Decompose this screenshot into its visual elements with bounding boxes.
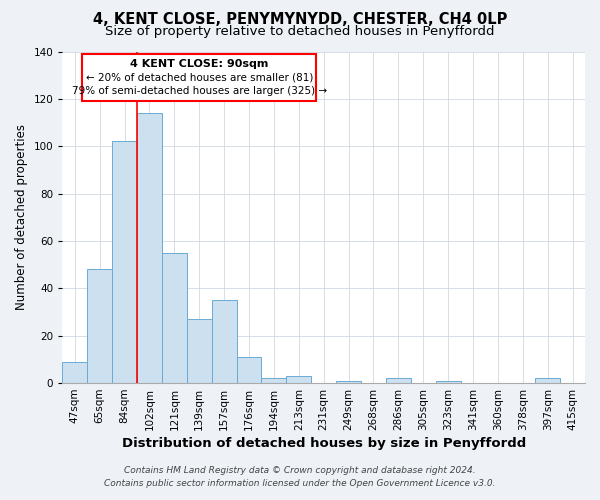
Bar: [336, 380, 361, 383]
Text: 4, KENT CLOSE, PENYMYNYDD, CHESTER, CH4 0LP: 4, KENT CLOSE, PENYMYNYDD, CHESTER, CH4 …: [93, 12, 507, 28]
Bar: [286, 376, 311, 383]
Bar: [87, 270, 112, 383]
Bar: [112, 142, 137, 383]
Bar: [236, 357, 262, 383]
Bar: [386, 378, 411, 383]
Bar: [137, 113, 162, 383]
Text: ← 20% of detached houses are smaller (81): ← 20% of detached houses are smaller (81…: [86, 72, 313, 83]
Text: 4 KENT CLOSE: 90sqm: 4 KENT CLOSE: 90sqm: [130, 60, 268, 70]
Text: Contains HM Land Registry data © Crown copyright and database right 2024.
Contai: Contains HM Land Registry data © Crown c…: [104, 466, 496, 487]
Bar: [262, 378, 286, 383]
Bar: [82, 54, 316, 101]
Bar: [212, 300, 236, 383]
Bar: [62, 362, 87, 383]
Bar: [436, 380, 461, 383]
Y-axis label: Number of detached properties: Number of detached properties: [15, 124, 28, 310]
Bar: [535, 378, 560, 383]
Bar: [187, 319, 212, 383]
Bar: [162, 253, 187, 383]
Text: 79% of semi-detached houses are larger (325) →: 79% of semi-detached houses are larger (…: [71, 86, 327, 96]
Text: Size of property relative to detached houses in Penyffordd: Size of property relative to detached ho…: [105, 25, 495, 38]
X-axis label: Distribution of detached houses by size in Penyffordd: Distribution of detached houses by size …: [122, 437, 526, 450]
